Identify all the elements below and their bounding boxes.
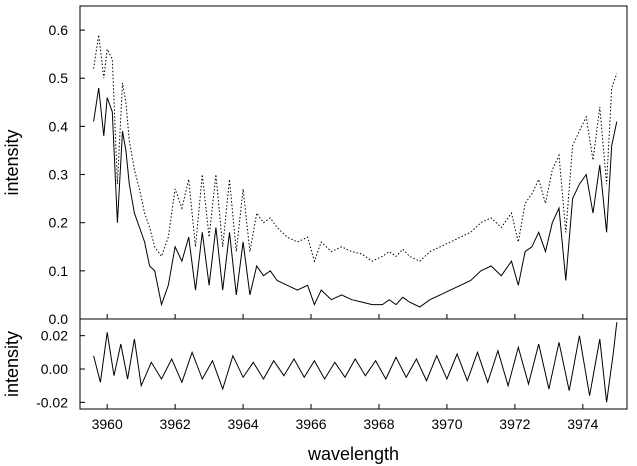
- top-series-solid-line: [93, 87, 618, 308]
- bottom-y-axis-title: intensity: [2, 331, 22, 397]
- top-y-tick-label: 0.1: [49, 263, 69, 279]
- bottom-series-solid-line: [93, 322, 618, 403]
- bottom-y-tick-label: 0.00: [41, 361, 68, 377]
- bottom-plot-frame: [79, 318, 628, 410]
- x-tick-label: 3960: [92, 416, 123, 432]
- bottom-y-tick-label: -0.02: [36, 394, 68, 410]
- top-y-tick-label: 0.0: [49, 311, 69, 327]
- x-tick-label: 3972: [499, 416, 530, 432]
- x-tick-label: 3968: [363, 416, 394, 432]
- x-tick-label: 3962: [160, 416, 191, 432]
- top-plot-frame: [79, 5, 628, 320]
- top-y-tick-label: 0.5: [49, 70, 69, 86]
- bottom-panel: -0.02 0.00 0.02 3960 3962 3964 3966 3968 3970 397…: [2, 318, 628, 464]
- top-y-tick-label: 0.6: [49, 22, 69, 38]
- bottom-y-tick-label: 0.02: [41, 328, 68, 344]
- top-series-dotted-line: [93, 34, 618, 263]
- x-tick-label: 3964: [228, 416, 259, 432]
- x-tick-label: 3966: [295, 416, 326, 432]
- top-y-axis-title: intensity: [2, 129, 22, 195]
- x-tick-label: 3974: [567, 416, 598, 432]
- top-y-tick-label: 0.4: [49, 118, 69, 134]
- x-tick-label: 3970: [431, 416, 462, 432]
- top-y-tick-label: 0.2: [49, 215, 69, 231]
- top-panel: 0.0 0.1 0.2 0.3 0.4 0.5 0.6 intensity: [2, 5, 628, 327]
- x-axis-title: wavelength: [307, 444, 399, 464]
- top-y-tick-label: 0.3: [49, 167, 69, 183]
